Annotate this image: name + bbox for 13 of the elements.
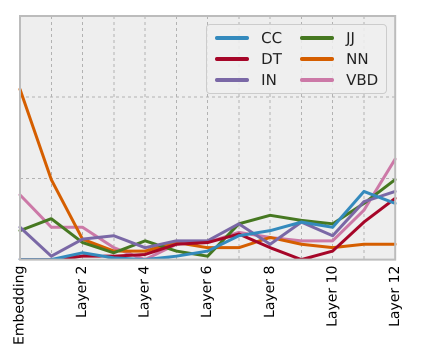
legend-label: NN (346, 50, 369, 68)
legend-label: CC (261, 29, 282, 47)
legend-label: DT (261, 50, 282, 68)
x-tick-label: Layer 4 (136, 266, 153, 318)
x-tick-label: Layer 6 (199, 266, 216, 318)
legend-label: VBD (346, 71, 378, 89)
legend-label: IN (261, 71, 277, 89)
x-tick-label: Embedding (12, 266, 28, 345)
legend-label: JJ (346, 29, 355, 47)
x-tick-label: Layer 12 (386, 266, 403, 327)
x-tick-label: Layer 8 (262, 266, 278, 318)
x-tick-label: Layer 2 (74, 266, 90, 318)
x-tick-label: Layer 10 (324, 266, 340, 327)
